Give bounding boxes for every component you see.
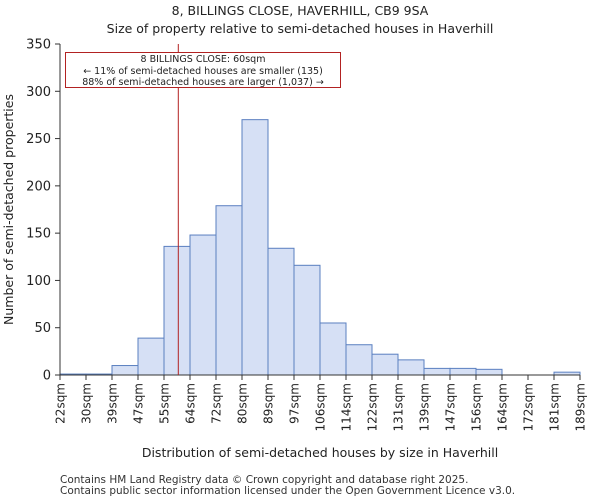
x-tick-label: 39sqm <box>106 383 120 424</box>
y-tick-label: 100 <box>26 274 51 289</box>
x-tick-label: 139sqm <box>418 383 432 431</box>
x-tick-label: 80sqm <box>236 383 250 424</box>
x-tick-label: 89sqm <box>262 383 276 424</box>
x-tick-label: 164sqm <box>496 383 510 431</box>
x-tick-label: 106sqm <box>314 383 328 431</box>
x-axis-title: Distribution of semi-detached houses by … <box>142 445 498 460</box>
bar-139sqm <box>423 367 451 376</box>
y-tick-label: 250 <box>26 132 51 147</box>
bar-47sqm <box>137 337 165 376</box>
bar-147sqm <box>449 367 477 376</box>
annotation-line-3: 88% of semi-detached houses are larger (… <box>82 77 324 88</box>
x-tick-label: 22sqm <box>54 383 68 424</box>
y-tick-label: 50 <box>34 321 51 336</box>
x-tick-label: 64sqm <box>184 383 198 424</box>
y-axis: 0 50 100 150 200 250 300 350 <box>26 38 61 384</box>
x-tick-label: 131sqm <box>392 383 406 431</box>
bar-106sqm <box>319 322 347 376</box>
bar-97sqm <box>293 264 321 376</box>
y-tick-label: 0 <box>43 369 51 384</box>
x-tick-label: 122sqm <box>366 383 380 431</box>
x-tick-label: 47sqm <box>132 383 146 424</box>
bar-72sqm <box>215 205 243 376</box>
bar-39sqm <box>111 365 139 376</box>
x-tick-label: 181sqm <box>548 383 562 431</box>
bar-89sqm <box>267 247 295 376</box>
y-axis-title: Number of semi-detached properties <box>1 94 16 325</box>
bar-64sqm <box>189 234 217 376</box>
annotation-line-2: ← 11% of semi-detached houses are smalle… <box>83 65 323 77</box>
x-tick-label: 156sqm <box>470 383 484 431</box>
y-tick-label: 300 <box>26 85 51 100</box>
x-tick-label: 30sqm <box>80 383 94 424</box>
annotation-box: 8 BILLINGS CLOSE: 60sqm ← 11% of semi-de… <box>65 52 341 88</box>
bar-156sqm <box>475 368 503 376</box>
y-tick-label: 200 <box>26 179 51 194</box>
bar-114sqm <box>345 344 373 376</box>
x-tick-label: 55sqm <box>158 383 172 424</box>
bar-80sqm <box>241 119 269 376</box>
x-tick-label: 72sqm <box>210 383 224 424</box>
footer-line-2: Contains public sector information licen… <box>60 485 516 497</box>
chart-subtitle: Size of property relative to semi-detach… <box>106 21 494 36</box>
y-tick-label: 150 <box>26 227 51 242</box>
annotation-line-1: 8 BILLINGS CLOSE: 60sqm <box>140 54 266 65</box>
x-tick-label: 189sqm <box>574 383 588 431</box>
bar-131sqm <box>397 359 425 376</box>
histogram-chart: 0 50 100 150 200 250 300 350 22sqm 30sqm 39sqm 47s… <box>1 38 588 461</box>
x-axis: 22sqm 30sqm 39sqm 47sqm 55sqm 64sqm 72sqm 80sqm… <box>54 374 588 431</box>
bar-122sqm <box>371 353 399 376</box>
x-tick-label: 97sqm <box>288 383 302 424</box>
footer-line-1: Contains HM Land Registry data © Crown c… <box>60 474 469 486</box>
bar-55sqm <box>163 245 191 376</box>
x-tick-label: 172sqm <box>522 383 536 431</box>
bars-group <box>59 119 581 376</box>
x-tick-label: 114sqm <box>340 383 354 431</box>
x-tick-label: 147sqm <box>444 383 458 431</box>
chart-title: 8, BILLINGS CLOSE, HAVERHILL, CB9 9SA <box>171 3 429 18</box>
y-tick-label: 350 <box>26 38 51 53</box>
